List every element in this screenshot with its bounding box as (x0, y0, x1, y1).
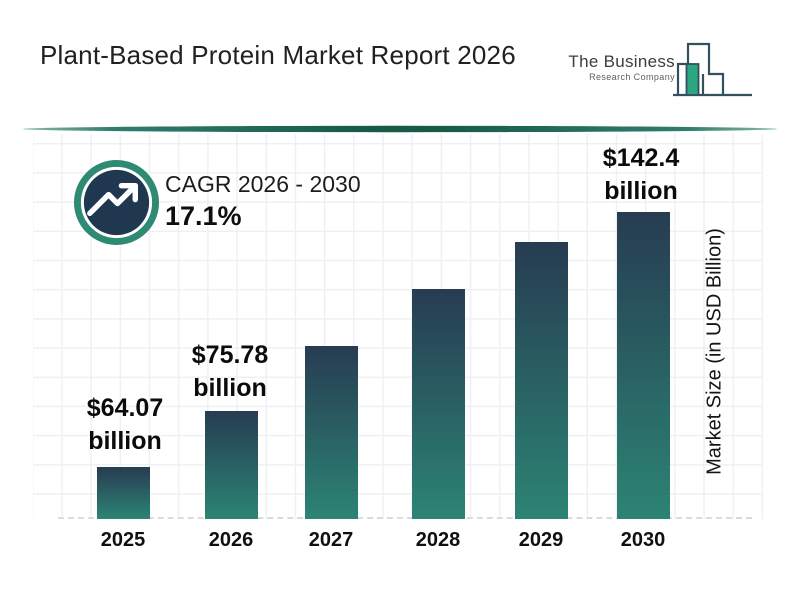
x-tick-2028: 2028 (415, 529, 461, 551)
bar-2026 (205, 411, 258, 519)
logo-subname: Research Company (589, 72, 675, 82)
chart-baseline (58, 517, 752, 519)
value-label-2026: $75.78 billion (191, 341, 269, 402)
x-tick-2029: 2029 (518, 529, 564, 551)
y-axis-label: Market Size (in USD Billion) (703, 228, 726, 475)
logo-name: The Business (568, 52, 675, 71)
cagr-trending-up-icon (73, 159, 160, 246)
bar-2029 (515, 242, 568, 519)
bar-2028 (412, 289, 465, 519)
page-title: Plant-Based Protein Market Report 2026 (40, 40, 516, 70)
cagr-value: 17.1% (165, 201, 242, 231)
value-label-2025: $64.07 billion (86, 394, 164, 455)
x-tick-2025: 2025 (100, 529, 146, 551)
company-logo: The Business Research Company (563, 28, 773, 110)
bar-2030 (617, 212, 670, 519)
divider-rule (23, 125, 777, 133)
bar-2027 (305, 346, 358, 519)
value-label-2030: $142.4 billion (602, 144, 680, 205)
logo-bar-chart-icon (673, 42, 752, 97)
x-tick-2030: 2030 (620, 529, 666, 551)
bar-2025 (97, 467, 150, 519)
x-tick-2027: 2027 (308, 529, 354, 551)
x-tick-2026: 2026 (208, 529, 254, 551)
cagr-period-label: CAGR 2026 - 2030 (165, 171, 361, 197)
